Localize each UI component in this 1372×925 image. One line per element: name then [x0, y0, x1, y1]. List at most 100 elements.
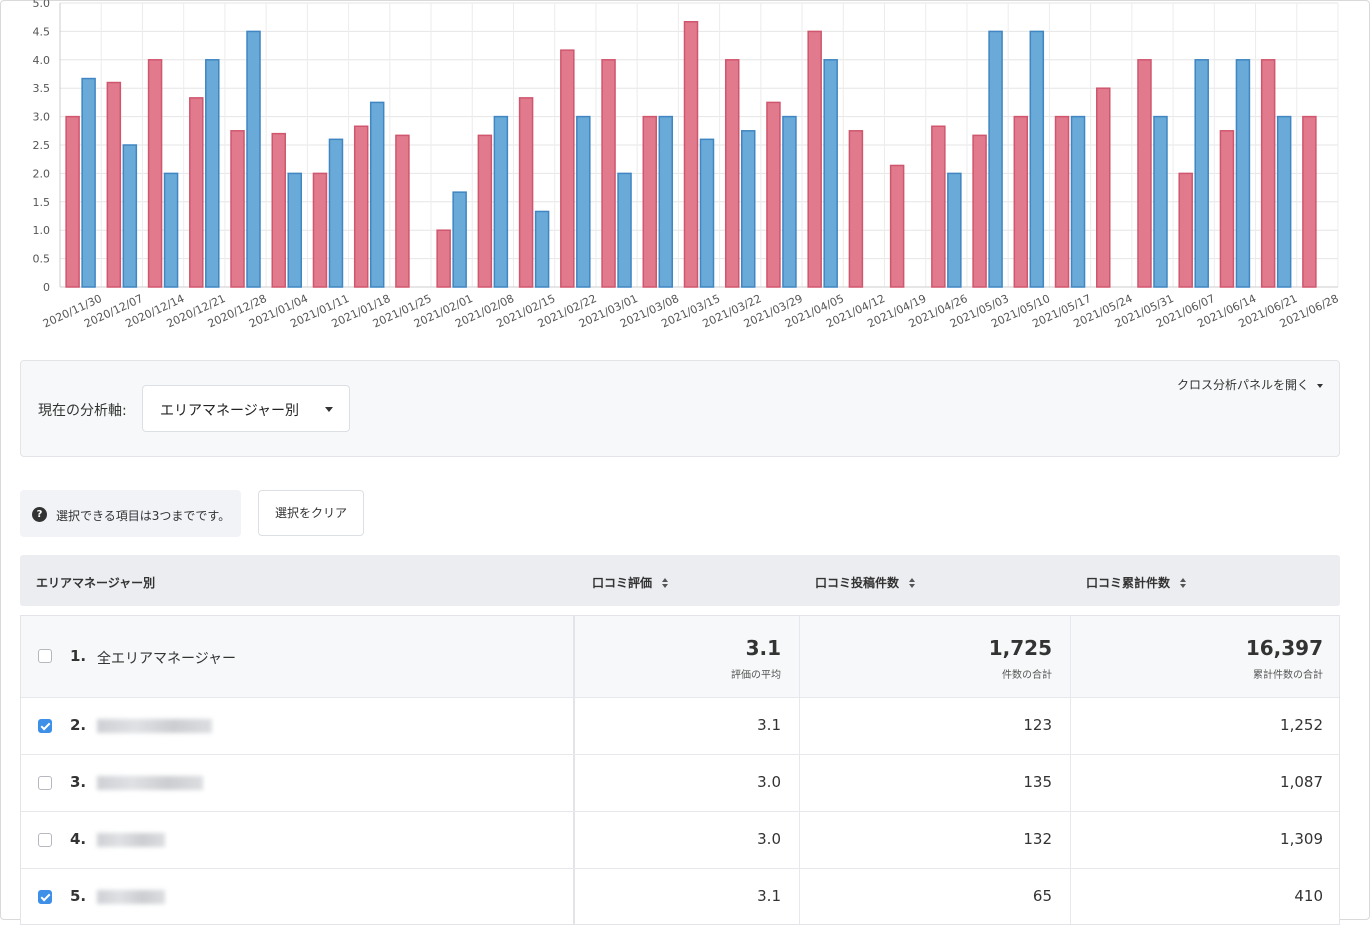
- rating-cell: 3.1 評価の平均: [576, 616, 800, 697]
- bar-series-1: [271, 132, 286, 288]
- bar-series-1: [106, 81, 122, 288]
- row-rank: 1.: [70, 647, 87, 665]
- y-tick-label: 2.5: [33, 139, 51, 152]
- y-tick-label: 1.5: [33, 196, 51, 209]
- bar-series-1: [642, 115, 658, 288]
- bar-series-1: [1054, 115, 1070, 288]
- bar-series-2: [246, 30, 261, 288]
- posts-cell: 135: [800, 755, 1071, 811]
- rating-cell: 3.0: [576, 812, 800, 868]
- bar-series-1: [436, 229, 451, 288]
- posts-cell: 1,725 件数の合計: [800, 616, 1071, 697]
- name-cell: 1. 全エリアマネージャー: [21, 616, 575, 697]
- total-value: 410: [1294, 887, 1323, 905]
- name-cell: 5.: [21, 869, 575, 924]
- table-row[interactable]: 3. 3.0 135 1,087: [21, 755, 1339, 812]
- bar-series-2: [1029, 30, 1045, 288]
- bar-series-1: [395, 134, 410, 288]
- total-sum: 16,397: [1245, 636, 1323, 660]
- bar-series-2: [369, 101, 385, 288]
- bar-series-2: [122, 144, 138, 288]
- bar-series-2: [823, 59, 838, 288]
- bar-series-1: [683, 20, 699, 288]
- row-checkbox[interactable]: [38, 649, 52, 663]
- analysis-panel: 現在の分析軸: エリアマネージャー別 クロス分析パネルを開く: [20, 360, 1340, 457]
- bar-series-1: [972, 134, 987, 288]
- header-total[interactable]: 口コミ累計件数: [1086, 574, 1187, 591]
- clear-selection-button[interactable]: 選択をクリア: [258, 490, 364, 536]
- table-row[interactable]: 2. 3.1 123 1,252: [21, 698, 1339, 755]
- bar-series-2: [1235, 59, 1251, 288]
- selection-limit-text: 選択できる項目は3つまでです。: [56, 509, 231, 523]
- sort-icon[interactable]: [1180, 578, 1187, 589]
- row-checkbox[interactable]: [38, 776, 52, 790]
- bar-series-1: [601, 59, 616, 288]
- bar-series-1: [312, 172, 328, 288]
- rating-average: 3.1: [745, 636, 781, 660]
- row-checkbox-checked[interactable]: [38, 890, 52, 904]
- bar-series-1: [1013, 115, 1029, 288]
- blurred-name: [97, 833, 165, 847]
- bar-series-2: [1070, 115, 1086, 288]
- table-body: 1. 全エリアマネージャー 3.1 評価の平均 1,725 件数の合計 16,3…: [20, 615, 1340, 925]
- caret-down-icon: [1317, 383, 1323, 388]
- total-cell: 1,309: [1071, 812, 1339, 868]
- bar-series-2: [287, 172, 302, 288]
- bar-series-2: [452, 191, 467, 288]
- row-rank: 5.: [70, 887, 87, 905]
- row-checkbox-checked[interactable]: [38, 719, 52, 733]
- rating-value: 3.0: [757, 830, 781, 848]
- y-tick-label: 5.0: [33, 0, 51, 10]
- header-posts[interactable]: 口コミ投稿件数: [815, 574, 916, 591]
- chevron-down-icon: [325, 407, 333, 412]
- rating-bar-chart: 00.51.01.52.02.53.03.54.04.55.02020/11/3…: [33, 0, 1341, 331]
- bar-series-2: [534, 210, 550, 288]
- bar-series-2: [1194, 59, 1209, 288]
- analysis-axis-select[interactable]: エリアマネージャー別: [142, 385, 350, 432]
- bar-series-2: [658, 115, 674, 288]
- bar-series-2: [576, 115, 591, 288]
- bar-series-2: [947, 172, 962, 288]
- total-value: 1,252: [1280, 716, 1323, 734]
- row-rank: 2.: [70, 716, 87, 734]
- sort-icon[interactable]: [909, 578, 916, 589]
- posts-value: 123: [1023, 716, 1052, 734]
- y-tick-label: 3.5: [33, 82, 51, 95]
- posts-value: 135: [1023, 773, 1052, 791]
- row-checkbox[interactable]: [38, 833, 52, 847]
- y-tick-label: 4.0: [33, 54, 51, 67]
- bar-series-1: [560, 49, 575, 288]
- posts-cell: 123: [800, 698, 1071, 754]
- blurred-name: [97, 719, 212, 733]
- bar-series-1: [931, 125, 946, 288]
- rating-value: 3.1: [757, 716, 781, 734]
- total-cell: 16,397 累計件数の合計: [1071, 616, 1339, 697]
- selection-limit-note: ? 選択できる項目は3つまでです。: [20, 490, 241, 537]
- total-value: 1,309: [1280, 830, 1323, 848]
- name-cell: 4.: [21, 812, 575, 868]
- header-rating-label: 口コミ評価: [592, 576, 653, 590]
- y-tick-label: 4.5: [33, 25, 51, 38]
- total-cell: 410: [1071, 869, 1339, 924]
- posts-sum: 1,725: [988, 636, 1052, 660]
- open-cross-analysis-button[interactable]: クロス分析パネルを開く: [1177, 376, 1323, 393]
- cross-analysis-label: クロス分析パネルを開く: [1176, 378, 1309, 392]
- sort-icon[interactable]: [662, 578, 669, 589]
- posts-value: 132: [1023, 830, 1052, 848]
- total-sum-label: 累計件数の合計: [1253, 670, 1323, 681]
- total-value: 1,087: [1280, 773, 1323, 791]
- bar-series-1: [230, 130, 245, 288]
- bar-series-1: [353, 125, 369, 288]
- name-cell: 2.: [21, 698, 575, 754]
- table-row[interactable]: 5. 3.1 65 410: [21, 869, 1339, 924]
- question-icon: ?: [32, 507, 47, 522]
- bar-series-1: [518, 97, 534, 288]
- header-rating[interactable]: 口コミ評価: [592, 574, 669, 591]
- posts-cell: 65: [800, 869, 1071, 924]
- bar-series-1: [724, 59, 740, 288]
- rating-average-label: 評価の平均: [731, 670, 781, 681]
- table-row[interactable]: 4. 3.0 132 1,309: [21, 812, 1339, 869]
- rating-value: 3.1: [757, 887, 781, 905]
- y-tick-label: 1.0: [33, 224, 51, 237]
- bar-series-1: [477, 134, 493, 288]
